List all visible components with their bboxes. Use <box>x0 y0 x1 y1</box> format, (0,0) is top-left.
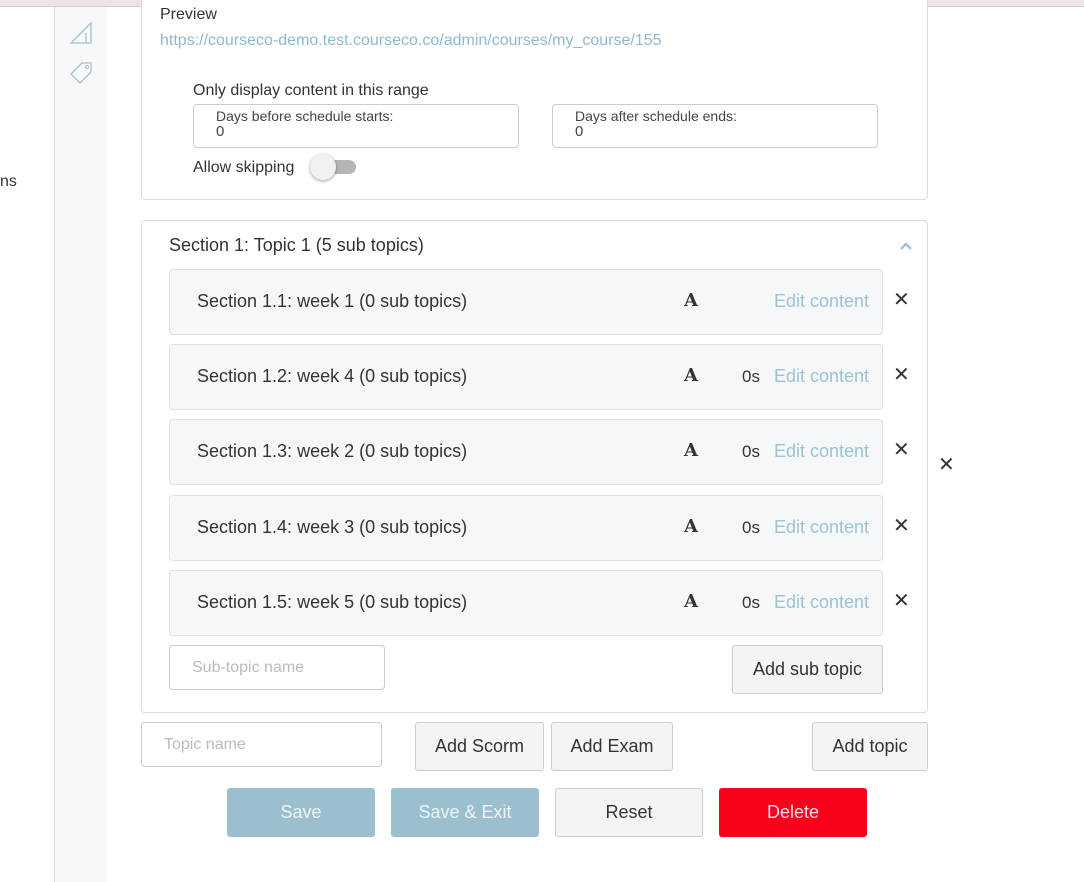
preview-url-link[interactable]: https://courseco-demo.test.courseco.co/a… <box>160 32 662 49</box>
sub-topic-title: Section 1.3: week 2 (0 sub topics) <box>197 441 468 461</box>
tag-icon[interactable] <box>69 61 93 85</box>
remove-sub-topic-icon[interactable]: ✕ <box>893 515 910 537</box>
sub-topic-row: Section 1.1: week 1 (0 sub topics) A Edi… <box>169 269 883 335</box>
nav-partial-label[interactable]: ns <box>0 173 17 190</box>
sub-topic-title: Section 1.5: week 5 (0 sub topics) <box>197 592 468 612</box>
ruler-triangle-icon[interactable] <box>69 21 93 45</box>
sub-topic-row: Section 1.3: week 2 (0 sub topics) A 0s … <box>169 419 883 485</box>
remove-section-icon[interactable]: ✕ <box>938 454 955 476</box>
duration: 0s <box>742 593 760 612</box>
days-before-field[interactable]: Days before schedule starts: 0 <box>193 104 519 148</box>
days-before-value: 0 <box>216 123 225 140</box>
remove-sub-topic-icon[interactable]: ✕ <box>893 439 910 461</box>
edit-content-link[interactable]: Edit content <box>773 441 869 461</box>
days-after-value: 0 <box>575 123 584 140</box>
sub-topic-row: Section 1.4: week 3 (0 sub topics) A 0s … <box>169 495 883 561</box>
days-after-field[interactable]: Days after schedule ends: 0 <box>552 104 878 148</box>
chevron-up-icon[interactable] <box>899 241 913 251</box>
add-sub-topic-button[interactable]: Add sub topic <box>732 645 883 694</box>
text-type-icon: A <box>684 290 698 311</box>
duration: 0s <box>742 442 760 461</box>
settings-card: Preview https://courseco-demo.test.cours… <box>141 0 928 200</box>
topic-name-input[interactable]: Topic name <box>141 722 382 767</box>
days-after-label: Days after schedule ends: <box>575 108 737 124</box>
sub-topic-title: Section 1.2: week 4 (0 sub topics) <box>197 366 468 386</box>
allow-skipping-toggle[interactable] <box>310 154 358 180</box>
duration: 0s <box>742 367 760 386</box>
edit-content-link[interactable]: Edit content <box>773 592 869 612</box>
remove-sub-topic-icon[interactable]: ✕ <box>893 364 910 386</box>
text-type-icon: A <box>684 591 698 612</box>
edit-content-link[interactable]: Edit content <box>773 517 869 537</box>
delete-button[interactable]: Delete <box>719 788 867 837</box>
section-title: Section 1: Topic 1 (5 sub topics) <box>169 235 424 255</box>
edit-content-link[interactable]: Edit content <box>773 291 869 311</box>
left-nav-panel: ns <box>0 7 55 882</box>
icon-strip <box>55 7 107 882</box>
reset-button[interactable]: Reset <box>555 788 703 837</box>
sub-topic-title: Section 1.4: week 3 (0 sub topics) <box>197 517 468 537</box>
sub-topic-title: Section 1.1: week 1 (0 sub topics) <box>197 291 468 311</box>
add-topic-button[interactable]: Add topic <box>812 722 928 771</box>
remove-sub-topic-icon[interactable]: ✕ <box>893 289 910 311</box>
preview-label: Preview <box>160 6 217 23</box>
edit-content-link[interactable]: Edit content <box>773 366 869 386</box>
days-before-label: Days before schedule starts: <box>216 108 394 124</box>
save-button[interactable]: Save <box>227 788 375 837</box>
remove-sub-topic-icon[interactable]: ✕ <box>893 590 910 612</box>
sub-topic-row: Section 1.5: week 5 (0 sub topics) A 0s … <box>169 570 883 636</box>
allow-skipping-label: Allow skipping <box>193 159 295 176</box>
add-exam-button[interactable]: Add Exam <box>551 722 673 771</box>
add-scorm-button[interactable]: Add Scorm <box>415 722 544 771</box>
duration: 0s <box>742 518 760 537</box>
section-card: Section 1: Topic 1 (5 sub topics) Sectio… <box>141 220 928 713</box>
range-heading: Only display content in this range <box>193 82 429 99</box>
text-type-icon: A <box>684 365 698 386</box>
save-exit-button[interactable]: Save & Exit <box>391 788 539 837</box>
text-type-icon: A <box>684 516 698 537</box>
text-type-icon: A <box>684 440 698 461</box>
sub-topic-name-input[interactable]: Sub-topic name <box>169 645 385 690</box>
sub-topic-row: Section 1.2: week 4 (0 sub topics) A 0s … <box>169 344 883 410</box>
